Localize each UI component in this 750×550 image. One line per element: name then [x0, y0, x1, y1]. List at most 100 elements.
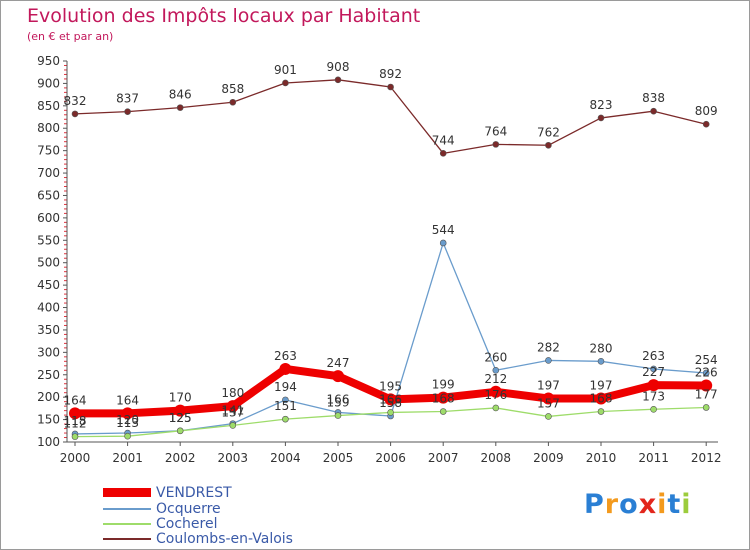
legend-swatch-cocherel: [103, 523, 151, 525]
data-label-coulombs-en-valois: 764: [484, 124, 507, 138]
data-label-cocherel: 157: [537, 396, 560, 410]
x-tick-label: 2007: [428, 451, 459, 465]
data-label-coulombs-en-valois: 744: [432, 133, 455, 147]
data-label-vendrest: 226: [695, 366, 718, 380]
y-tick-label: 850: [37, 99, 60, 113]
data-point-vendrest: [542, 392, 555, 405]
series-group: [69, 76, 713, 440]
data-label-ocquerre: 544: [432, 223, 455, 237]
data-point-coulombs-en-valois: [334, 76, 342, 84]
y-tick-label: 900: [37, 76, 60, 90]
data-point-coulombs-en-valois: [176, 104, 184, 111]
data-point-vendrest: [226, 400, 239, 413]
data-point-vendrest: [332, 370, 344, 383]
chart-subtitle: (en € et par an): [27, 30, 114, 43]
y-tick-label: 600: [37, 211, 60, 225]
data-label-ocquerre: 282: [537, 340, 560, 354]
data-point-ocquerre: [545, 357, 552, 364]
data-label-coulombs-en-valois: 901: [274, 63, 297, 77]
data-label-coulombs-en-valois: 832: [64, 94, 87, 108]
y-tick-label: 750: [37, 144, 60, 158]
data-labels: 832 837 846 858 901 908 892 744 764 762 823 838 809 1…: [64, 60, 718, 431]
data-label-coulombs-en-valois: 858: [221, 82, 244, 96]
data-label-ocquerre: 194: [274, 380, 297, 394]
y-tick-label: 250: [37, 368, 60, 382]
data-label-coulombs-en-valois: 762: [537, 125, 560, 139]
data-point-cocherel: [439, 408, 447, 415]
data-point-cocherel: [229, 422, 237, 429]
logo-letter: r: [604, 489, 620, 520]
data-label-cocherel: 137: [221, 405, 244, 419]
data-label-cocherel: 168: [590, 392, 613, 406]
legend-label-vendrest: VENDREST: [156, 485, 232, 501]
data-point-cocherel: [124, 432, 131, 440]
data-point-vendrest: [647, 379, 660, 392]
y-tick-label: 150: [37, 413, 60, 427]
data-label-coulombs-en-valois: 908: [327, 60, 350, 74]
data-label-coulombs-en-valois: 892: [379, 67, 402, 81]
x-tick-label: 2006: [375, 451, 406, 465]
x-tick-label: 2008: [481, 451, 512, 465]
y-tick-label: 500: [37, 256, 60, 270]
data-point-vendrest: [279, 362, 292, 375]
data-point-cocherel: [597, 408, 605, 415]
data-point-vendrest: [437, 391, 450, 404]
data-point-coulombs-en-valois: [702, 120, 710, 128]
y-tick-label: 300: [37, 345, 60, 359]
data-point-cocherel: [282, 415, 289, 423]
y-tick-label: 100: [37, 435, 60, 449]
x-tick-label: 2004: [270, 451, 301, 465]
data-point-coulombs-en-valois: [229, 98, 237, 106]
y-tick-label: 550: [37, 233, 60, 247]
x-tick-label: 2009: [533, 451, 564, 465]
logo-letter: P: [584, 489, 605, 520]
data-point-coulombs-en-valois: [492, 141, 500, 148]
legend-swatch-coulombs: [103, 538, 151, 540]
data-point-vendrest: [384, 393, 397, 406]
legend-label-cocherel: Cocherel: [156, 516, 218, 532]
legend-swatch-ocquerre: [103, 508, 151, 510]
data-point-cocherel: [176, 427, 184, 435]
data-label-cocherel: 151: [274, 399, 297, 413]
data-point-cocherel: [71, 433, 79, 440]
data-label-vendrest: 164: [64, 393, 87, 407]
data-point-ocquerre: [597, 358, 605, 365]
x-tick-label: 2005: [323, 451, 354, 465]
data-label-ocquerre: 263: [642, 349, 665, 363]
data-label-coulombs-en-valois: 823: [590, 98, 613, 112]
x-tick-label: 2000: [60, 451, 91, 465]
data-label-vendrest: 247: [327, 356, 350, 370]
data-point-vendrest: [174, 404, 187, 417]
data-point-ocquerre: [439, 239, 447, 247]
data-label-vendrest: 164: [116, 393, 139, 407]
data-point-vendrest: [595, 392, 607, 405]
data-point-ocquerre: [702, 369, 710, 377]
data-point-cocherel: [650, 405, 657, 413]
proxiti-logo: Proxiti: [584, 489, 692, 520]
data-label-ocquerre: 125: [169, 411, 192, 425]
data-label-ocquerre: 254: [695, 353, 718, 367]
data-label-vendrest: 263: [274, 349, 297, 363]
legend-label-ocquerre: Ocquerre: [156, 501, 221, 517]
data-label-cocherel: 168: [432, 392, 455, 406]
data-point-ocquerre: [492, 366, 500, 374]
data-label-cocherel: 173: [642, 389, 665, 403]
data-point-ocquerre: [282, 396, 289, 404]
data-point-coulombs-en-valois: [124, 108, 131, 115]
data-label-cocherel: 113: [116, 416, 139, 430]
data-label-coulombs-en-valois: 837: [116, 92, 139, 106]
plot-area: [67, 61, 718, 442]
data-label-cocherel: 166: [379, 392, 402, 406]
y-tick-label: 650: [37, 188, 60, 202]
data-point-coulombs-en-valois: [650, 107, 657, 115]
y-tick-label: 350: [37, 323, 60, 337]
y-tick-label: 200: [37, 390, 60, 404]
data-label-ocquerre: 120: [116, 413, 139, 427]
data-point-coulombs-en-valois: [282, 79, 289, 87]
data-label-ocquerre: 280: [590, 341, 613, 355]
x-tick-label: 2011: [638, 451, 669, 465]
y-tick-label: 950: [37, 54, 60, 68]
data-label-vendrest: 195: [379, 379, 402, 393]
data-label-vendrest: 199: [432, 378, 455, 392]
